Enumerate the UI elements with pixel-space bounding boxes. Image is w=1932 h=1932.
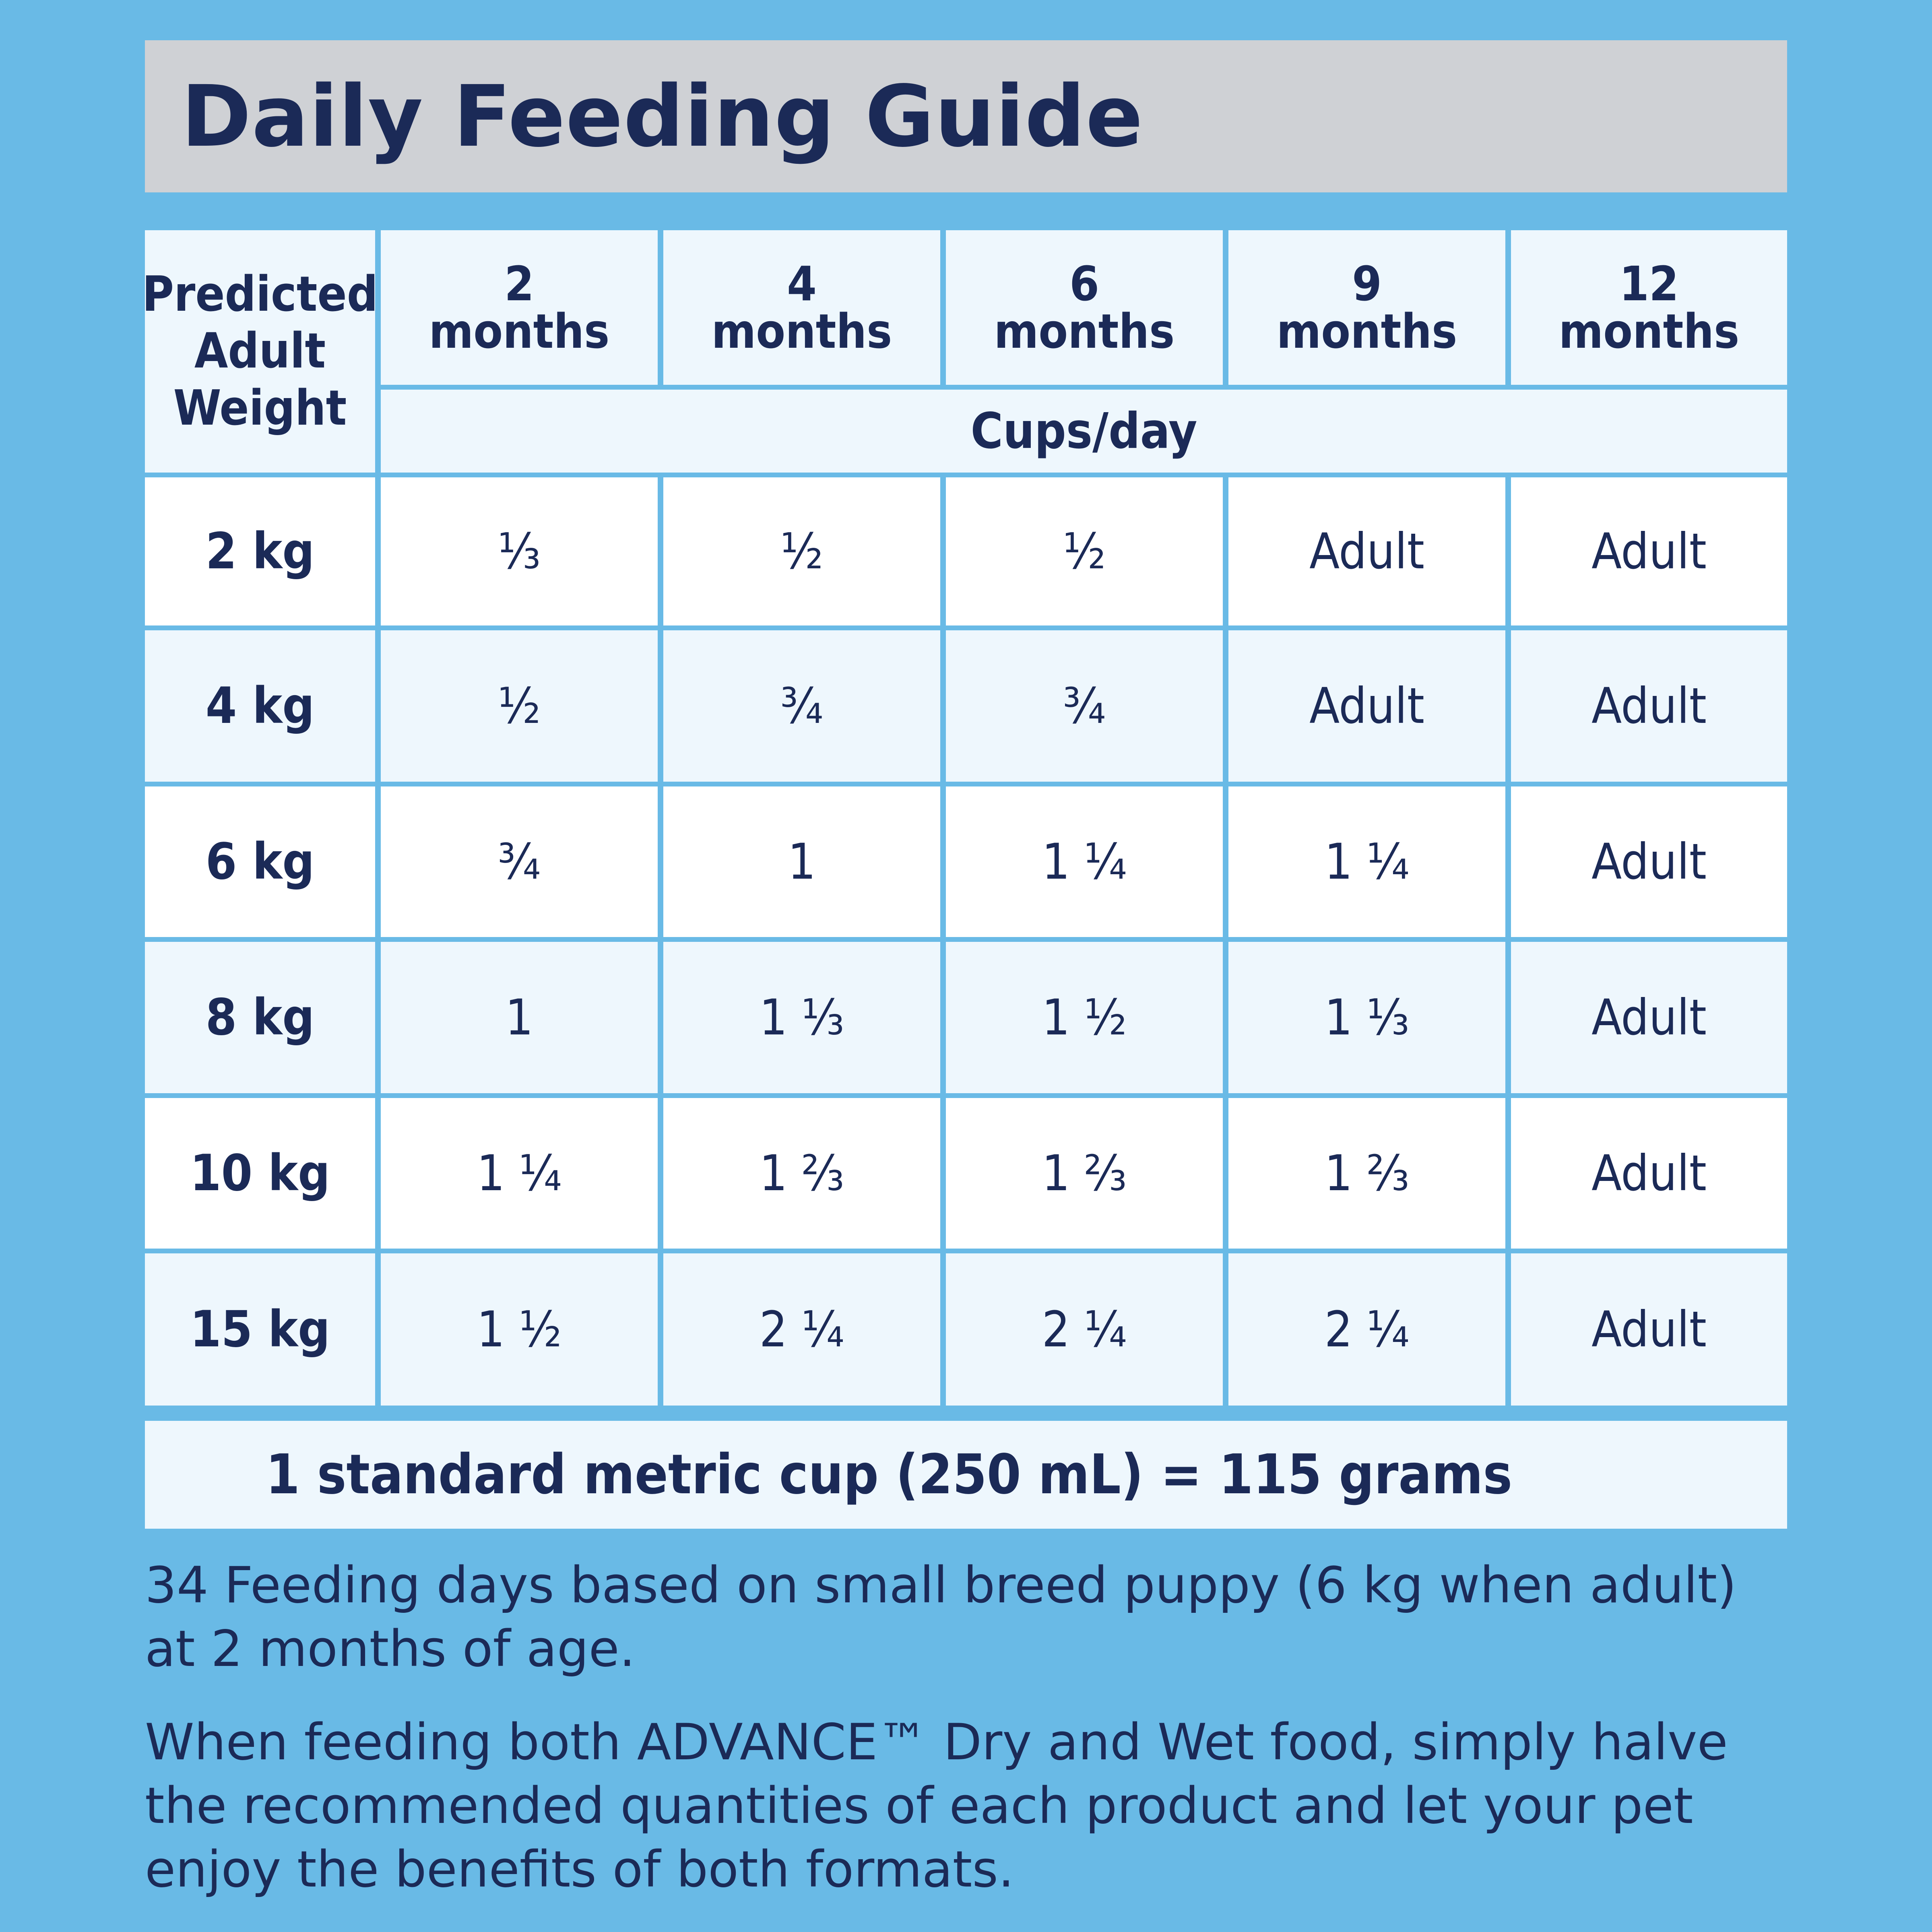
table-cell: 1: [381, 942, 658, 1093]
table-cell: 1 ⅓: [663, 942, 940, 1093]
table-cell: ½: [663, 477, 940, 625]
page-title: Daily Feeding Guide: [181, 67, 1144, 166]
table-cell: Adult: [1511, 630, 1787, 782]
weight-cell: 4 kg: [145, 630, 375, 782]
age-number: 2: [504, 256, 534, 312]
table-cell: 2 ¼: [663, 1253, 940, 1406]
table-cell: ¾: [381, 786, 658, 937]
age-header-9-months: 9 months: [1228, 230, 1505, 385]
table-cell: Adult: [1228, 477, 1505, 625]
weight-cell: 6 kg: [145, 786, 375, 937]
corner-header: Predicted Adult Weight: [142, 230, 378, 473]
weight-cell: 2 kg: [145, 477, 375, 625]
age-unit: months: [711, 303, 892, 359]
table-cell: Adult: [1511, 1098, 1787, 1249]
feeding-table: Predicted Adult Weight 2 months 4 months…: [142, 230, 1787, 1406]
table-cell: 1 ¼: [381, 1098, 658, 1249]
table-cell: 2 ¼: [946, 1253, 1223, 1406]
table-cell: ½: [381, 630, 658, 782]
age-header-6-months: 6 months: [946, 230, 1223, 385]
table-cell: 1 ⅓: [1228, 942, 1505, 1093]
table-cell: Adult: [1228, 630, 1505, 782]
table-cell: Adult: [1511, 477, 1787, 625]
weight-cell: 10 kg: [145, 1098, 375, 1249]
dry-wet-feeding-note: When feeding both ADVANCE™ Dry and Wet f…: [145, 1713, 1728, 1899]
age-unit: months: [1276, 303, 1457, 359]
feeding-days-note: 34 Feeding days based on small breed pup…: [145, 1556, 1737, 1678]
table-cell: 1 ⅔: [663, 1098, 940, 1249]
table-cell: 1 ⅔: [946, 1098, 1223, 1249]
table-cell: 1 ⅔: [1228, 1098, 1505, 1249]
table-cell: ⅓: [381, 477, 658, 625]
table-cell: Adult: [1511, 786, 1787, 937]
age-number: 12: [1619, 256, 1679, 312]
age-unit: months: [429, 303, 610, 359]
age-unit: months: [1558, 303, 1740, 359]
table-cell: Adult: [1511, 942, 1787, 1093]
weight-cell: 15 kg: [145, 1253, 375, 1406]
table-cell: 1 ¼: [1228, 786, 1505, 937]
table-cell: 1 ½: [946, 942, 1223, 1093]
age-number: 9: [1352, 256, 1382, 312]
weight-cell: 8 kg: [145, 942, 375, 1093]
age-number: 6: [1069, 256, 1099, 312]
table-cell: 1 ¼: [946, 786, 1223, 937]
unit-label: Cups/day: [381, 390, 1787, 473]
standard-cup-note: 1 standard metric cup (250 mL) = 115 gra…: [145, 1421, 1787, 1529]
table-cell: 1: [663, 786, 940, 937]
age-number: 4: [787, 256, 817, 312]
age-unit: months: [994, 303, 1175, 359]
age-header-4-months: 4 months: [663, 230, 940, 385]
table-cell: ¾: [946, 630, 1223, 782]
table-cell: 2 ¼: [1228, 1253, 1505, 1406]
table-cell: 1 ½: [381, 1253, 658, 1406]
age-header-12-months: 12 months: [1511, 230, 1787, 385]
table-cell: ½: [946, 477, 1223, 625]
table-cell: Adult: [1511, 1253, 1787, 1406]
age-header-2-months: 2 months: [381, 230, 658, 385]
title-bar: Daily Feeding Guide: [145, 40, 1787, 192]
table-cell: ¾: [663, 630, 940, 782]
